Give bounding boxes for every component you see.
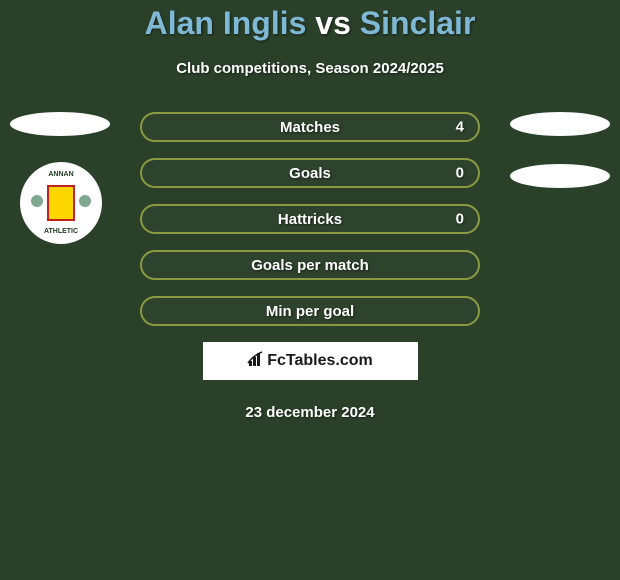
stat-row-goals-per-match: Goals per match [140,250,480,280]
stat-value: 0 [456,211,464,228]
stat-value: 4 [456,119,464,136]
title-row: Alan Inglis vs Sinclair [0,0,620,42]
thistle-icon [79,195,91,207]
stat-rows: Matches 4 Goals 0 Hattricks 0 Goals per … [140,112,480,326]
thistle-icon [31,195,43,207]
badge-text-bottom: ATHLETIC [31,228,91,235]
stat-label: Goals per match [251,257,369,274]
vs-text: vs [315,5,351,41]
page-title: Alan Inglis vs Sinclair [145,5,476,42]
player1-club-badge: ANNAN ATHLETIC [20,162,102,244]
fctables-text: FcTables.com [267,352,373,370]
fctables-logo: FcTables.com [247,351,373,372]
badge-text-top: ANNAN [31,171,91,178]
stat-label: Goals [289,165,331,182]
stat-row-goals: Goals 0 [140,158,480,188]
bar-chart-icon [247,351,265,372]
content-area: ANNAN ATHLETIC Matches 4 Goals 0 Hattric… [0,112,620,421]
stat-row-matches: Matches 4 [140,112,480,142]
player1-name: Alan Inglis [145,5,307,41]
subtitle: Club competitions, Season 2024/2025 [0,60,620,77]
badge-inner: ANNAN ATHLETIC [31,173,91,233]
stat-row-hattricks: Hattricks 0 [140,204,480,234]
player2-photo-placeholder [510,112,610,136]
player2-club-placeholder [510,164,610,188]
stat-label: Matches [280,119,340,136]
stat-row-min-per-goal: Min per goal [140,296,480,326]
player1-photo-placeholder [10,112,110,136]
shield-icon [47,185,75,221]
fctables-branding[interactable]: FcTables.com [203,342,418,380]
stat-label: Min per goal [266,303,354,320]
stat-value: 0 [456,165,464,182]
player2-name: Sinclair [360,5,476,41]
stat-label: Hattricks [278,211,342,228]
date-text: 23 december 2024 [0,404,620,421]
